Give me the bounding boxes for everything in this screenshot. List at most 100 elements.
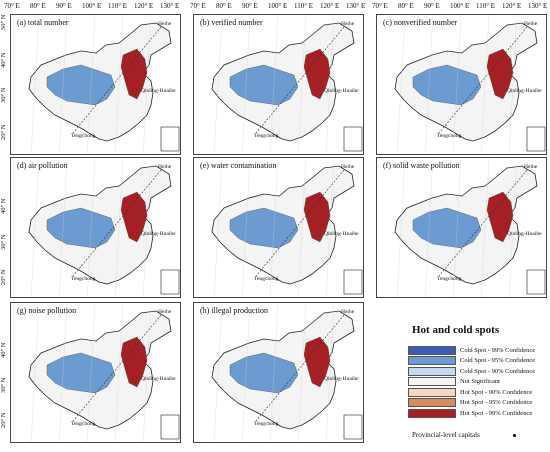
lat-tick: 40° N xyxy=(0,52,7,68)
graticule-line xyxy=(58,158,68,297)
heihe-label: Heihe xyxy=(524,21,538,27)
graticule-line xyxy=(508,15,518,154)
map-panel: (a) total number Heihe Qinling-Huaihe Te… xyxy=(10,14,181,155)
legend-label: Hot Spot - 99% Confidence xyxy=(460,409,533,417)
tengchong-label: Tengchong xyxy=(254,133,279,139)
map-panel: (e) water contamination Heihe Qinling-Hu… xyxy=(193,157,364,298)
china-map xyxy=(28,15,180,154)
graticule-line xyxy=(30,15,40,154)
graticule-line xyxy=(424,15,434,154)
panel-title: (b) verified number xyxy=(200,18,263,27)
legend-swatch xyxy=(408,387,456,397)
graticule-line xyxy=(396,158,406,297)
tengchong-label: Tengchong xyxy=(254,276,279,282)
map-panel: (g) noise pollution Heihe Qinling-Huaihe… xyxy=(10,302,181,443)
panel-title: (g) noise pollution xyxy=(17,306,77,315)
graticule-line xyxy=(114,303,124,442)
heihe-tengchong-line xyxy=(438,26,528,134)
panel-title: (d) air pollution xyxy=(17,161,68,170)
tengchong-label: Tengchong xyxy=(71,421,96,427)
tengchong-label: Tengchong xyxy=(71,133,96,139)
map-region xyxy=(229,207,299,249)
map-region xyxy=(229,64,299,106)
south-china-sea-inset xyxy=(160,414,180,440)
capitals-label: Provincial-level capitals xyxy=(412,431,480,439)
graticule-line xyxy=(452,158,462,297)
lat-tick: 40° N xyxy=(0,342,7,358)
china-map xyxy=(394,158,546,297)
qinling-label: Qinling-Huaihe xyxy=(141,88,176,94)
map-region xyxy=(486,48,514,100)
graticule-line xyxy=(142,15,152,154)
heihe-label: Heihe xyxy=(524,164,538,170)
lon-tick: 90° E xyxy=(424,2,440,10)
graticule-line xyxy=(480,15,490,154)
lat-tick: 30° N xyxy=(0,377,7,393)
legend-label: Cold Spot - 95% Confidence xyxy=(460,357,536,364)
legend-label: Not Significant xyxy=(460,378,500,385)
panel-title: (a) total number xyxy=(17,18,69,27)
south-china-sea-inset xyxy=(526,126,546,152)
legend-item: Cold Spot - 90% Confidence xyxy=(408,366,535,376)
graticule-line xyxy=(297,158,307,297)
map-region xyxy=(303,48,331,100)
graticule-line xyxy=(30,303,40,442)
legend-swatch xyxy=(408,345,456,355)
map-region xyxy=(46,207,116,249)
top-longitude-axis: 70° E 80° E 90° E 100° E 110° E 120° E 1… xyxy=(0,0,550,14)
heihe-tengchong-line xyxy=(72,314,162,422)
heihe-label: Heihe xyxy=(158,164,172,170)
south-china-sea-inset xyxy=(343,414,363,440)
heihe-tengchong-line xyxy=(255,26,345,134)
lat-tick: 30° N xyxy=(0,234,7,250)
graticule-line xyxy=(58,303,68,442)
china-map xyxy=(211,15,363,154)
south-china-sea-inset xyxy=(160,126,180,152)
lon-tick: 100° E xyxy=(450,2,470,10)
legend-label: Cold Spot - 90% Confidence xyxy=(460,367,536,375)
map-region xyxy=(412,207,482,249)
graticule-line xyxy=(86,15,96,154)
qinling-label: Qinling-Huaihe xyxy=(141,231,176,237)
heihe-tengchong-line xyxy=(255,169,345,277)
map-panel: (h) illegal production Heihe Qinling-Hua… xyxy=(193,302,364,443)
map-panel: (f) solid waste pollution Heihe Qinling-… xyxy=(376,157,547,298)
graticule-line xyxy=(508,158,518,297)
graticule-line xyxy=(452,15,462,154)
graticule-line xyxy=(269,158,279,297)
graticule-line xyxy=(325,303,335,442)
graticule-line xyxy=(269,15,279,154)
graticule-line xyxy=(86,303,96,442)
map-panel: (b) verified number Heihe Qinling-Huaihe… xyxy=(193,14,364,155)
legend-title: Hot and cold spots xyxy=(412,324,500,336)
lon-tick: 110° E xyxy=(476,2,496,10)
graticule-line xyxy=(396,15,406,154)
map-region xyxy=(412,64,482,106)
lon-tick: 90° E xyxy=(242,2,258,10)
graticule-line xyxy=(142,158,152,297)
tengchong-label: Tengchong xyxy=(437,276,462,282)
lon-tick: 70° E xyxy=(190,2,206,10)
lon-tick: 120° E xyxy=(502,2,522,10)
south-china-sea-inset xyxy=(343,269,363,295)
china-map xyxy=(211,158,363,297)
graticule-line xyxy=(114,15,124,154)
china-map xyxy=(394,15,546,154)
tengchong-label: Tengchong xyxy=(71,276,96,282)
map-region xyxy=(46,352,116,394)
tengchong-label: Tengchong xyxy=(254,421,279,427)
lat-tick: 20° N xyxy=(0,124,7,140)
lat-tick: 30° N xyxy=(0,87,7,103)
panel-title: (h) illegal production xyxy=(200,306,268,315)
heihe-label: Heihe xyxy=(158,21,172,27)
graticule-line xyxy=(325,158,335,297)
map-panel: (c) nonverified number Heihe Qinling-Hua… xyxy=(376,14,547,155)
lat-tick: 20° N xyxy=(0,269,7,285)
heihe-label: Heihe xyxy=(341,164,355,170)
heihe-label: Heihe xyxy=(341,309,355,315)
map-region xyxy=(229,352,299,394)
lon-tick: 110° E xyxy=(108,2,128,10)
legend-label: Hot Spot - 90% Confidence xyxy=(460,388,533,396)
heihe-tengchong-line xyxy=(72,26,162,134)
legend-swatch xyxy=(408,356,456,365)
